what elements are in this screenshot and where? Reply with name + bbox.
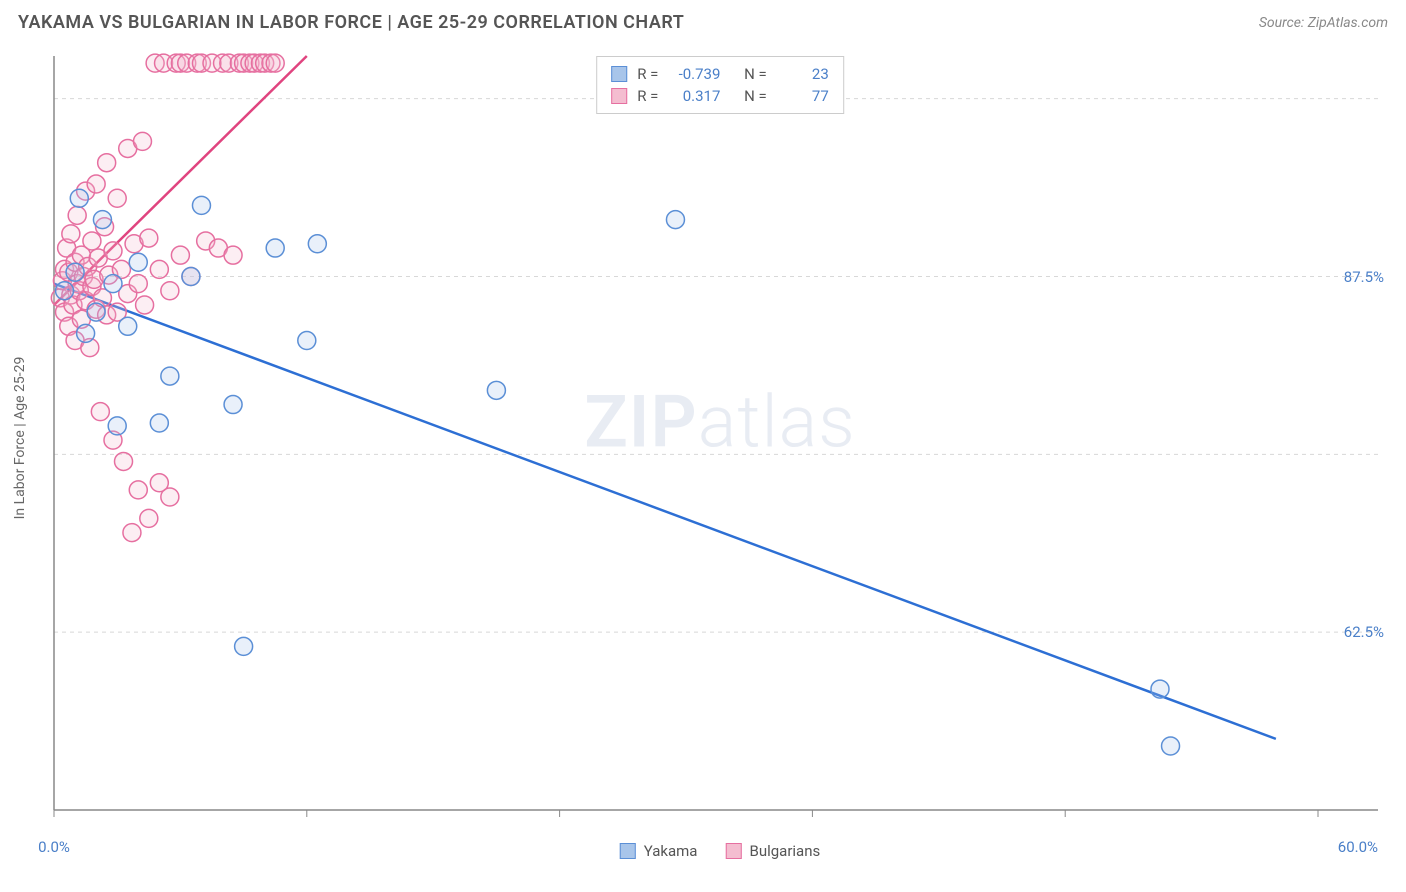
chart-header: YAKAMA VS BULGARIAN IN LABOR FORCE | AGE…	[0, 0, 1406, 41]
legend-item-bulgarians: Bulgarians	[725, 842, 820, 860]
legend-item-yakama: Yakama	[620, 842, 698, 860]
correlation-legend: R = -0.739 N = 23 R = 0.317 N = 77	[596, 56, 844, 114]
chart-title: YAKAMA VS BULGARIAN IN LABOR FORCE | AGE…	[18, 12, 684, 33]
swatch-bulgarians	[611, 88, 627, 104]
y-tick-label: 87.5%	[1344, 268, 1384, 286]
legend-row-yakama: R = -0.739 N = 23	[611, 63, 829, 85]
swatch-yakama	[611, 66, 627, 82]
series-legend: Yakama Bulgarians	[620, 842, 820, 860]
chart-source: Source: ZipAtlas.com	[1259, 15, 1388, 31]
swatch-yakama	[620, 843, 636, 859]
chart-area: In Labor Force | Age 25-29 ZIPatlas R = …	[50, 48, 1390, 828]
scatter-plot	[50, 48, 1390, 828]
x-tick-label: 60.0%	[1338, 838, 1378, 856]
swatch-bulgarians	[725, 843, 741, 859]
y-tick-label: 62.5%	[1344, 623, 1384, 641]
legend-row-bulgarians: R = 0.317 N = 77	[611, 85, 829, 107]
y-axis-label: In Labor Force | Age 25-29	[12, 357, 28, 520]
x-tick-label: 0.0%	[38, 838, 70, 856]
